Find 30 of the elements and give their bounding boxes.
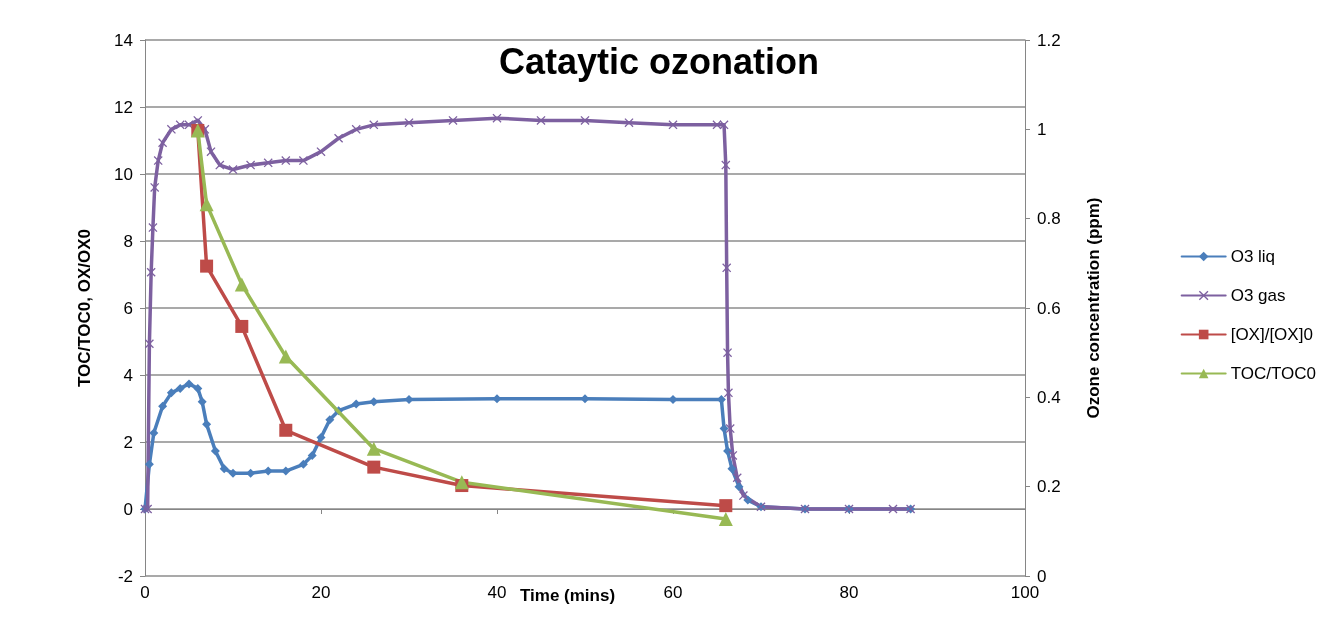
x-tick-label: 20 [311,583,331,602]
y-axis-title: TOC/TOC0, OX/OX0 [75,228,94,388]
y-tick-label: 0 [123,499,133,519]
legend-label: TOC/TOC0 [1230,364,1317,383]
y-tick-label: 8 [123,231,133,251]
y2-tick-label: 1 [1037,119,1047,139]
y-tick-label: 2 [123,432,133,452]
x-tick-label: 60 [663,583,683,602]
y-tick-label: 12 [114,97,133,117]
x-axis-title: Time (mins) [520,586,616,605]
legend-label: O3 liq [1230,247,1276,266]
y-tick-label: 4 [123,365,133,385]
y2-tick-label: 0.2 [1037,477,1061,497]
legend-label: [OX]/[OX]0 [1230,325,1313,344]
chart-title: Cataytic ozonation [499,40,820,82]
y-tick-label: 10 [114,164,133,184]
x-tick-label: 80 [839,583,859,602]
y-tick-label: 6 [123,298,133,318]
x-tick-label: 100 [1010,583,1040,602]
y2-tick-label: 0.4 [1037,387,1061,407]
y2-axis-title: Ozone concentration (ppm) [1084,197,1103,419]
y2-tick-label: 1.2 [1037,30,1061,50]
y-tick-label: -2 [117,566,133,586]
y2-tick-label: 0.6 [1037,298,1061,318]
x-tick-label: 40 [487,583,507,602]
y2-tick-label: 0 [1037,566,1047,586]
y-tick-label: 14 [114,30,133,50]
y2-tick-label: 0.8 [1037,209,1061,229]
x-tick-label: 0 [140,583,150,602]
legend-label: O3 gas [1230,286,1286,305]
